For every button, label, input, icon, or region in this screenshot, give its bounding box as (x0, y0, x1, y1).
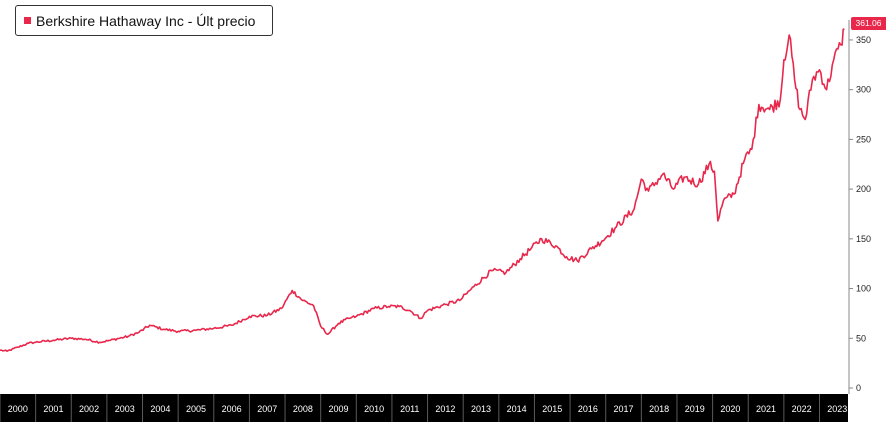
y-tick-label: 100 (856, 284, 871, 294)
x-tick-label: 2020 (720, 404, 740, 414)
x-tick-label: 2012 (435, 404, 455, 414)
x-tick-label: 2021 (756, 404, 776, 414)
x-tick-label: 2006 (222, 404, 242, 414)
y-tick-label: 350 (856, 35, 871, 45)
x-tick-label: 2013 (471, 404, 491, 414)
y-tick-label: 50 (856, 333, 866, 343)
series-layer (0, 28, 845, 353)
x-tick-label: 2008 (293, 404, 313, 414)
x-tick-label: 2005 (186, 404, 206, 414)
x-tick-label: 2003 (115, 404, 135, 414)
x-tick-label: 2018 (649, 404, 669, 414)
legend: Berkshire Hathaway Inc - Últ precio (15, 5, 273, 36)
y-axis: 0 50 100 150 200 250 300 350 (848, 20, 871, 394)
x-tick-label: 2007 (257, 404, 277, 414)
x-tick-label: 2010 (364, 404, 384, 414)
x-tick-label: 2016 (578, 404, 598, 414)
x-tick-label: 2019 (685, 404, 705, 414)
x-tick-label: 2001 (43, 404, 63, 414)
x-tick-label: 2022 (792, 404, 812, 414)
y-tick-label: 250 (856, 134, 871, 144)
x-tick-label: 2009 (328, 404, 348, 414)
x-tick-label: 2017 (614, 404, 634, 414)
legend-label: Berkshire Hathaway Inc - Últ precio (36, 12, 256, 29)
x-axis: 2000 2001 2002 2003 2004 2005 2006 2007 2008 2009… (0, 394, 848, 422)
x-tick-label: 2000 (8, 404, 28, 414)
x-tick-label: 2004 (150, 404, 170, 414)
legend-swatch (24, 17, 31, 24)
y-tick-label: 200 (856, 184, 871, 194)
y-tick-label: 150 (856, 234, 871, 244)
y-tick-label: 300 (856, 85, 871, 95)
x-tick-label: 2015 (542, 404, 562, 414)
x-tick-label: 2023 (827, 404, 847, 414)
x-tick-label: 2011 (400, 404, 419, 414)
x-tick-label: 2014 (507, 404, 527, 414)
x-tick-label: 2002 (79, 404, 99, 414)
last-price-badge: 361.06 (851, 17, 886, 30)
y-tick-label: 0 (856, 383, 861, 393)
series-line (0, 28, 845, 353)
x-axis-band (0, 394, 848, 422)
